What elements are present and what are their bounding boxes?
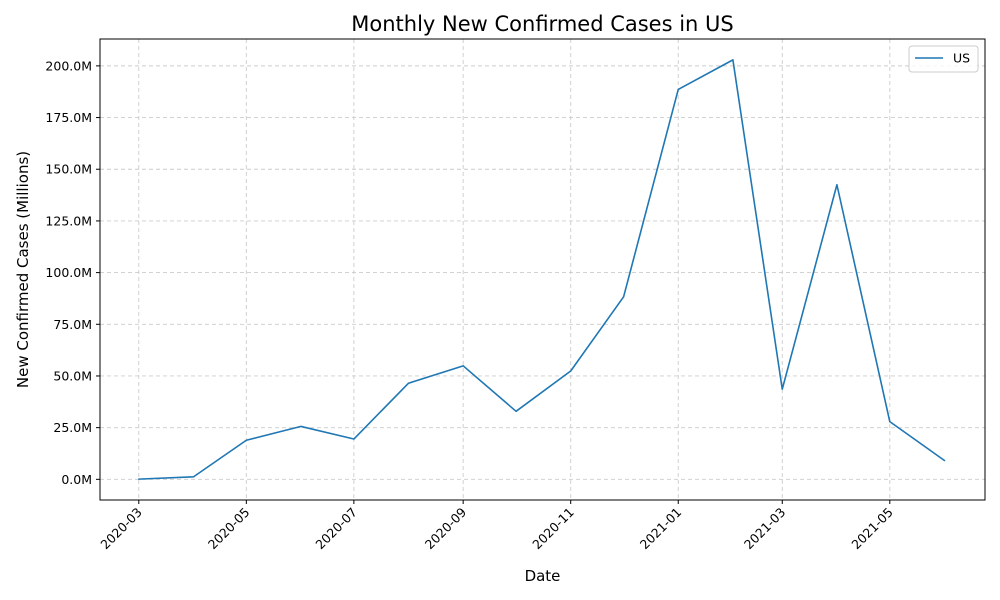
y-tick-label: 150.0M [45,162,92,177]
grid [100,39,985,500]
y-tick-label: 25.0M [53,420,92,435]
series-lines [137,59,946,480]
y-tick-label: 175.0M [45,110,92,125]
y-axis-ticks: 0.0M 25.0M 50.0M 75.0M 100.0M 125.0M 150.0M 175… [45,58,100,487]
x-axis-ticks: 2020-03 2020-05 2020-07 2020-09 2020-11 2021-… [97,500,896,552]
y-tick-label: 0.0M [61,472,92,487]
x-tick-label: 2020-11 [529,505,577,553]
y-tick-label: 100.0M [45,265,92,280]
series-line-us [137,59,946,480]
x-tick-label: 2021-01 [637,505,685,553]
legend-box [908,45,979,73]
y-tick-label: 125.0M [45,213,92,228]
y-tick-label: 75.0M [53,317,92,332]
y-tick-label: 200.0M [45,58,92,73]
chart-title: Monthly New Confirmed Cases in US [351,12,733,36]
x-tick-label: 2020-09 [422,504,470,552]
x-tick-label: 2021-03 [741,505,789,553]
legend: US [908,45,979,73]
y-axis-label: New Confirmed Cases (Millions) [14,151,32,388]
legend-label-us: US [953,51,970,66]
x-tick-label: 2020-03 [97,505,145,553]
x-tick-label: 2020-07 [312,505,360,553]
y-tick-label: 50.0M [53,368,92,383]
x-tick-label: 2020-05 [205,505,253,553]
x-tick-label: 2021-05 [848,505,896,553]
x-axis-label: Date [525,567,561,585]
plot-area-frame [99,38,986,501]
